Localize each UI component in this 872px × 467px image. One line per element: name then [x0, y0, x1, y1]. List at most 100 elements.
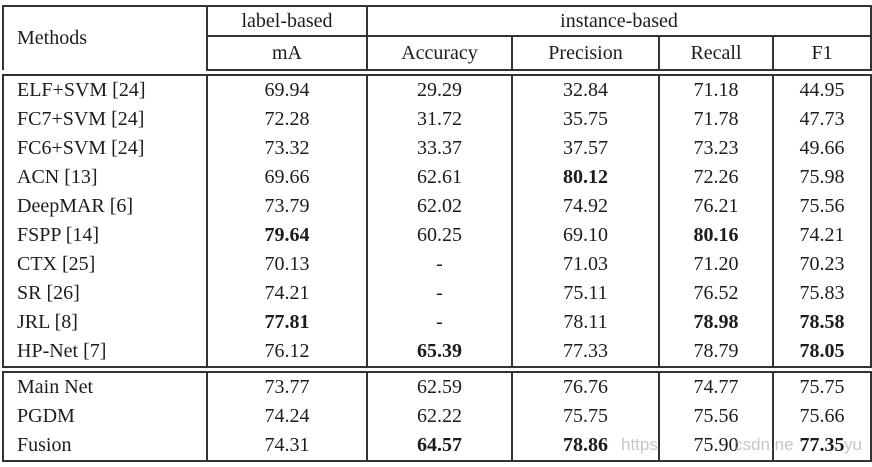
value-cell: 80.16 — [658, 221, 773, 250]
value-cell: 75.66 — [771, 402, 872, 431]
value-cell: 73.23 — [658, 134, 773, 163]
group-label-based: label-based — [206, 5, 367, 37]
methods-column-header: Methods — [2, 5, 207, 70]
table-row: CTX [25] 70.13-71.03 71.20 70.23 — [2, 250, 872, 279]
value-cell: 65.39 — [366, 337, 512, 368]
value-cell: 70.13 — [206, 250, 367, 279]
value-cell: 37.57 — [511, 134, 659, 163]
value-cell: 78.98 — [658, 308, 773, 337]
value-cell: 72.28 — [206, 105, 367, 134]
value-cell: 32.84 — [511, 75, 659, 105]
value-cell: 75.83 — [771, 279, 872, 308]
value-cell: 62.02 — [366, 192, 512, 221]
value-cell: 75.56 — [658, 402, 773, 431]
value-cell: 69.94 — [206, 75, 367, 105]
value-cell: 78.58 — [771, 308, 872, 337]
value-cell: 64.57 — [366, 431, 512, 462]
column-header-recall: Recall — [658, 36, 773, 71]
value-cell: 71.78 — [658, 105, 773, 134]
value-cell: 47.73 — [771, 105, 872, 134]
value-cell: 35.75 — [511, 105, 659, 134]
value-cell: 74.31 — [206, 431, 367, 462]
method-cell: FSPP [14] — [2, 221, 207, 250]
method-cell: CTX [25] — [2, 250, 207, 279]
value-cell: 62.61 — [366, 163, 512, 192]
method-cell: SR [26] — [2, 279, 207, 308]
column-header-f1: F1 — [771, 36, 872, 71]
method-cell: HP-Net [7] — [2, 337, 207, 368]
value-cell: 78.11 — [511, 308, 659, 337]
value-cell: 70.23 — [771, 250, 872, 279]
method-cell: FC7+SVM [24] — [2, 105, 207, 134]
value-cell: 44.95 — [771, 75, 872, 105]
group-instance-based: instance-based — [365, 5, 872, 37]
table-row: DeepMAR [6] 73.79 62.02 74.92 76.21 75.56 — [2, 192, 872, 221]
table-row: FC7+SVM [24] 72.28 31.72 35.75 71.78 47.73 — [2, 105, 872, 134]
value-cell: 75.75 — [511, 402, 659, 431]
method-cell: Main Net — [2, 372, 207, 402]
column-header-accuracy: Accuracy — [366, 36, 512, 71]
value-cell: 77.33 — [511, 337, 659, 368]
value-cell: 77.35 — [771, 431, 872, 462]
table-header: Methods label-based instance-based mA Ac… — [2, 5, 872, 71]
value-cell: 71.18 — [658, 75, 773, 105]
value-cell: 77.81 — [206, 308, 367, 337]
value-cell: 74.24 — [206, 402, 367, 431]
value-cell: 74.77 — [658, 372, 773, 402]
value-cell: 76.21 — [658, 192, 773, 221]
value-cell: 73.77 — [206, 372, 367, 402]
value-cell: 78.86 — [511, 431, 659, 462]
method-cell: ELF+SVM [24] — [2, 75, 207, 105]
value-cell: - — [366, 250, 512, 279]
table-row: ACN [13] 69.66 62.61 80.12 72.26 75.98 — [2, 163, 872, 192]
value-cell: 76.52 — [658, 279, 773, 308]
method-cell: JRL [8] — [2, 308, 207, 337]
section-prior-methods: ELF+SVM [24] 69.94 29.29 32.84 71.18 44.95 FC7… — [2, 75, 872, 368]
value-cell: 31.72 — [366, 105, 512, 134]
column-header-precision: Precision — [511, 36, 659, 71]
value-cell: 75.98 — [771, 163, 872, 192]
value-cell: 74.92 — [511, 192, 659, 221]
method-cell: PGDM — [2, 402, 207, 431]
value-cell: 71.03 — [511, 250, 659, 279]
value-cell: 76.12 — [206, 337, 367, 368]
value-cell: 75.90 — [658, 431, 773, 462]
value-cell: 73.79 — [206, 192, 367, 221]
value-cell: 75.56 — [771, 192, 872, 221]
value-cell: 69.10 — [511, 221, 659, 250]
table-row: ELF+SVM [24] 69.94 29.29 32.84 71.18 44.95 — [2, 75, 872, 105]
value-cell: 72.26 — [658, 163, 773, 192]
table-row: JRL [8] 77.81-78.11 78.98 78.58 — [2, 308, 872, 337]
table-row: FSPP [14] 79.64 60.25 69.10 80.16 74.21 — [2, 221, 872, 250]
table-row: Fusion 74.31 64.57 78.86 75.90 77.35 — [2, 431, 872, 462]
double-rule-section-separator — [3, 367, 872, 373]
value-cell: 33.37 — [366, 134, 512, 163]
value-cell: 78.79 — [658, 337, 773, 368]
table-row: HP-Net [7] 76.12 65.39 77.33 78.79 78.05 — [2, 337, 872, 368]
section-proposed-methods: Main Net 73.77 62.59 76.76 74.77 75.75 PGDM 74.… — [2, 372, 872, 462]
value-cell: 75.75 — [771, 372, 872, 402]
value-cell: 76.76 — [511, 372, 659, 402]
value-cell: 80.12 — [511, 163, 659, 192]
value-cell: 73.32 — [206, 134, 367, 163]
column-header-ma: mA — [206, 36, 367, 71]
value-cell: 74.21 — [206, 279, 367, 308]
group-header-row: Methods label-based instance-based — [2, 5, 872, 70]
value-cell: 78.05 — [771, 337, 872, 368]
value-cell: 79.64 — [206, 221, 367, 250]
value-cell: - — [366, 279, 512, 308]
method-cell: FC6+SVM [24] — [2, 134, 207, 163]
value-cell: 75.11 — [511, 279, 659, 308]
method-cell: Fusion — [2, 431, 207, 462]
value-cell: 62.59 — [366, 372, 512, 402]
table-row: FC6+SVM [24] 73.32 33.37 37.57 73.23 49.66 — [2, 134, 872, 163]
value-cell: 74.21 — [771, 221, 872, 250]
value-cell: 71.20 — [658, 250, 773, 279]
table-row: SR [26] 74.21-75.11 76.52 75.83 — [2, 279, 872, 308]
table-row: PGDM 74.24 62.22 75.75 75.56 75.66 — [2, 402, 872, 431]
value-cell: 62.22 — [366, 402, 512, 431]
value-cell: 60.25 — [366, 221, 512, 250]
value-cell: - — [366, 308, 512, 337]
method-cell: ACN [13] — [2, 163, 207, 192]
table-row: Main Net 73.77 62.59 76.76 74.77 75.75 — [2, 372, 872, 402]
